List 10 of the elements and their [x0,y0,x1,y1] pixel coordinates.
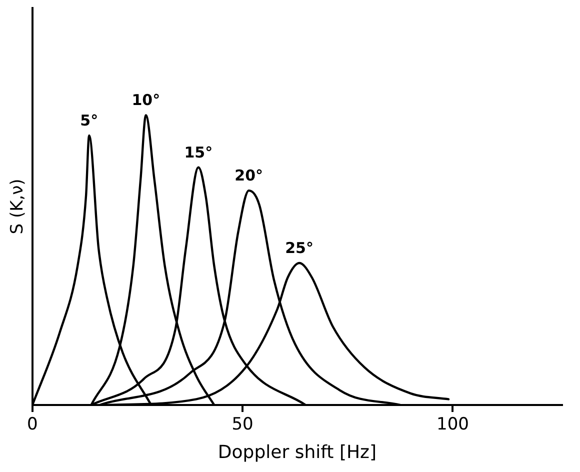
series-label: 20° [234,166,264,184]
x-tick-label: 0 [26,414,38,435]
x-tick-label: 50 [232,414,254,435]
x-tick-label: 100 [436,414,469,435]
y-axis-title: S (K,ν) [8,178,28,234]
x-axis-title: Doppler shift [Hz] [218,442,376,463]
series-label: 15° [184,143,213,162]
series-label: 5° [80,111,98,130]
series-label: 25° [285,238,314,257]
series-label: 10° [132,91,160,110]
